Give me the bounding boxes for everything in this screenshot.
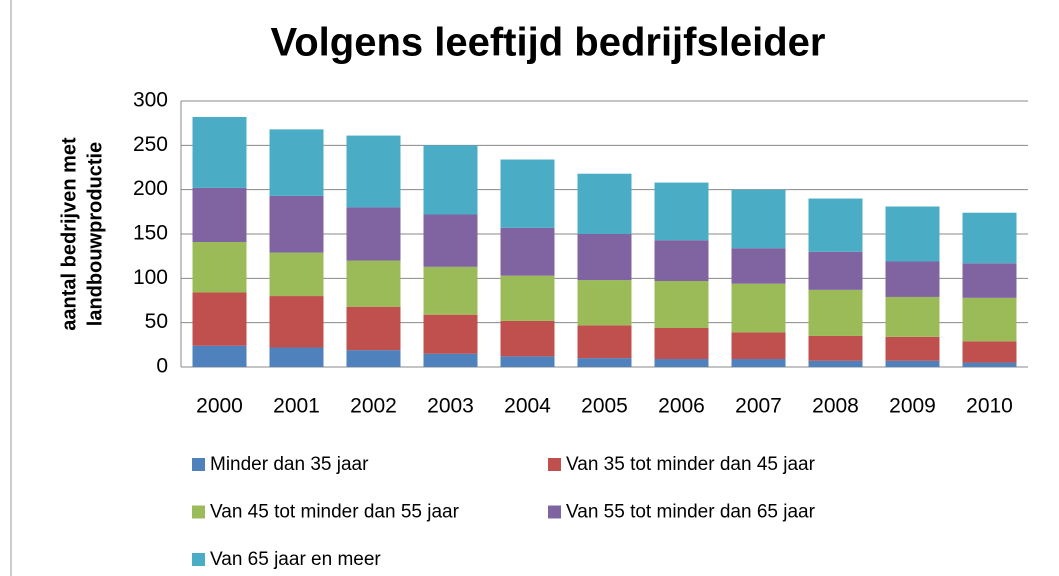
legend-swatch: [192, 505, 205, 519]
bar-segment: [423, 214, 478, 267]
x-tick-label: 2004: [504, 395, 551, 418]
bar-segment: [192, 241, 247, 293]
bar-segment: [731, 248, 786, 284]
bar-segment: [885, 296, 940, 337]
y-tick-label: 150: [133, 222, 168, 245]
bar-segment: [423, 266, 478, 315]
bar-segment: [962, 362, 1017, 367]
bar-segment: [808, 360, 863, 367]
bar-segment: [731, 359, 786, 367]
y-tick-label: 50: [145, 310, 168, 333]
bar-segment: [808, 335, 863, 361]
x-tick-label: 2008: [812, 395, 859, 418]
bar-segment: [500, 227, 555, 276]
y-tick-label: 300: [133, 89, 168, 112]
x-tick-label: 2010: [966, 395, 1013, 418]
bar-segment: [808, 289, 863, 336]
bar-segment: [269, 252, 324, 297]
bar-segment: [192, 116, 247, 188]
bar-segment: [885, 360, 940, 367]
y-axis-label: landbouwproductie: [84, 142, 106, 326]
bar-segment: [500, 159, 555, 228]
bar-segment: [577, 280, 632, 326]
bar-segment: [731, 189, 786, 249]
y-tick-label: 200: [133, 177, 168, 200]
legend-swatch: [192, 553, 205, 566]
bar-segment: [269, 195, 324, 253]
x-tick-label: 2009: [889, 395, 936, 418]
bar-segment: [192, 345, 247, 367]
bar-segment: [577, 173, 632, 234]
bar-segment: [577, 325, 632, 359]
x-tick-label: 2006: [658, 395, 705, 418]
legend-swatch: [548, 458, 561, 471]
bar-segment: [346, 135, 401, 208]
bar-segment: [346, 350, 401, 367]
bar-segment: [962, 341, 1017, 363]
x-tick-label: 2002: [350, 395, 397, 418]
legend-label: Van 35 tot minder dan 45 jaar: [566, 454, 816, 475]
bar-segment: [500, 320, 555, 357]
bar-segment: [346, 207, 401, 261]
bar-segment: [654, 327, 709, 360]
bar-segment: [269, 129, 324, 196]
bar-segment: [192, 292, 247, 346]
bar-segment: [731, 332, 786, 360]
x-tick-label: 2001: [273, 395, 320, 418]
y-tick-label: 0: [156, 355, 168, 378]
bar-segment: [654, 359, 709, 367]
bar-segment: [731, 283, 786, 333]
bar-segment: [577, 234, 632, 281]
x-tick-label: 2003: [427, 395, 474, 418]
legend-label: Van 55 tot minder dan 65 jaar: [566, 502, 816, 523]
bar-segment: [808, 251, 863, 290]
y-tick-label: 100: [133, 266, 168, 289]
bar-segment: [654, 280, 709, 328]
bar-segment: [500, 356, 555, 367]
bar-segment: [962, 263, 1017, 298]
bar-segment: [423, 145, 478, 215]
x-tick-label: 2005: [581, 395, 628, 418]
bar-segment: [654, 240, 709, 281]
bar-segment: [577, 358, 632, 367]
legend-label: Minder dan 35 jaar: [210, 454, 369, 475]
bar-segment: [962, 297, 1017, 342]
y-tick-label: 250: [133, 133, 168, 156]
bar-segment: [346, 306, 401, 351]
bar-segment: [269, 347, 324, 367]
bar-segment: [500, 275, 555, 321]
chart-title: Volgens leeftijd bedrijfsleider: [271, 21, 826, 65]
x-tick-label: 2000: [196, 395, 243, 418]
bar-segment: [192, 187, 247, 242]
bar-segment: [885, 336, 940, 361]
bar-segment: [808, 198, 863, 252]
bar-segment: [885, 261, 940, 297]
y-axis-label: aantal bedrijven met: [58, 137, 80, 331]
bar-segment: [346, 260, 401, 307]
bar-segment: [269, 296, 324, 348]
bar-segment: [962, 212, 1017, 264]
legend-swatch: [192, 458, 205, 471]
bar-segment: [885, 206, 940, 262]
legend-label: Van 65 jaar en meer: [210, 549, 381, 570]
legend-label: Van 45 tot minder dan 55 jaar: [210, 502, 460, 523]
bar-segment: [423, 314, 478, 354]
bar-segment: [654, 182, 709, 241]
x-tick-label: 2007: [735, 395, 782, 418]
legend-swatch: [548, 505, 561, 519]
bar-segment: [423, 353, 478, 367]
